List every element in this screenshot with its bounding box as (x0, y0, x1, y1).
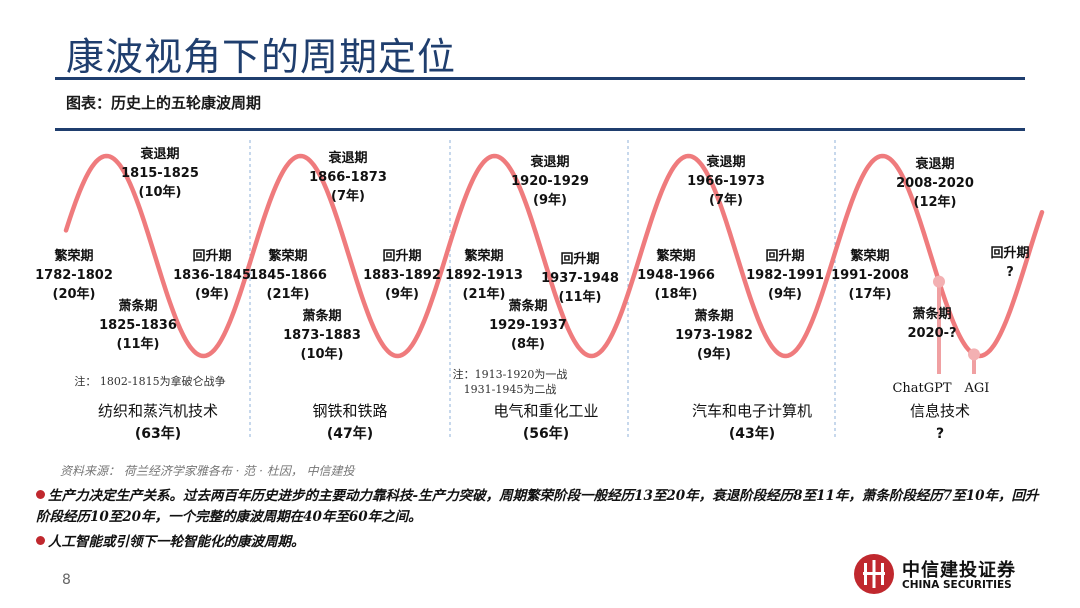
historical-note-1: 注： 1802-1815为拿破仑战争 (74, 374, 225, 388)
recovery-years-1: 1836-1845 (173, 268, 251, 283)
recovery-duration-3: (11年) (559, 289, 602, 305)
recovery-duration-4: (9年) (768, 286, 802, 302)
recovery-label-1: 回升期 (192, 248, 231, 264)
cycle-length-3: (56年) (523, 425, 569, 442)
marker-dot (933, 275, 945, 288)
recession-years-1: 1815-1825 (121, 166, 199, 181)
cycle-length-5: ? (936, 426, 944, 442)
recession-duration-4: (7年) (709, 192, 743, 208)
recession-label-3: 衰退期 (529, 154, 569, 170)
technology-label-2: 钢铁和铁路 (312, 402, 387, 420)
figure-caption: 图表：历史上的五轮康波周期 (66, 94, 262, 112)
recession-years-2: 1866-1873 (309, 170, 387, 185)
depression-label-4: 萧条期 (694, 308, 733, 324)
recession-years-4: 1966-1973 (687, 174, 765, 189)
recession-label-5: 衰退期 (914, 156, 954, 172)
marker-dot (968, 348, 980, 361)
recession-label-2: 衰退期 (327, 150, 367, 166)
depression-label-1: 萧条期 (118, 298, 157, 314)
bullet-text-2: 人工智能或引领下一轮智能化的康波周期。 (48, 534, 305, 550)
technology-label-1: 纺织和蒸汽机技术 (98, 402, 218, 420)
cycle-length-1: (63年) (135, 425, 181, 442)
recovery-label-5: 回升期 (990, 245, 1029, 261)
company-logo: 中信建投证券 CHINA SECURITIES (852, 552, 1042, 598)
recession-label-4: 衰退期 (705, 154, 745, 170)
logo-emblem-icon (854, 554, 894, 594)
prosperity-duration-4: (18年) (655, 286, 698, 302)
depression-years-5: 2020-? (907, 326, 956, 341)
recovery-duration-2: (9年) (385, 286, 419, 302)
recovery-duration-1: (9年) (195, 286, 229, 302)
recession-years-3: 1920-1929 (511, 174, 589, 189)
prosperity-duration-1: (20年) (53, 286, 96, 302)
historical-note-3: 注：1913-1920为一战 (453, 367, 568, 381)
prosperity-years-2: 1845-1866 (249, 268, 327, 283)
cycle-length-4: (43年) (729, 425, 775, 442)
depression-duration-4: (9年) (697, 346, 731, 362)
logo-english: CHINA SECURITIES (902, 579, 1012, 591)
kondratiev-wave-diagram: 繁荣期 1782-1802 (20年) 衰退期 1815-1825 (10年) 萧条期 182… (35, 140, 1045, 442)
recovery-years-4: 1982-1991 (746, 268, 824, 283)
prosperity-label-3: 繁荣期 (464, 248, 503, 264)
technology-label-3: 电气和重化工业 (493, 402, 598, 420)
historical-note-3: 1931-1945为二战 (464, 383, 557, 396)
prosperity-label-1: 繁荣期 (54, 248, 93, 264)
bullet-point-2: 人工智能或引领下一轮智能化的康波周期。 (36, 532, 305, 553)
recession-duration-2: (7年) (331, 188, 365, 204)
prosperity-label-5: 繁荣期 (850, 248, 889, 264)
bullet-dot (36, 490, 45, 499)
cycle-length-2: (47年) (327, 425, 373, 442)
title-rule (55, 77, 1025, 80)
recovery-label-2: 回升期 (382, 248, 421, 264)
recession-label-1: 衰退期 (139, 146, 179, 162)
prosperity-label-2: 繁荣期 (268, 248, 307, 264)
recovery-label-4: 回升期 (765, 248, 804, 264)
depression-label-5: 萧条期 (912, 306, 951, 322)
marker-label-chatgpt: ChatGPT (892, 381, 951, 396)
prosperity-duration-5: (17年) (849, 286, 892, 302)
bullet-text-1: 生产力决定生产关系。过去两百年历史进步的主要动力靠科技-生产力突破，周期繁荣阶段… (36, 488, 1039, 525)
recovery-years-3: 1937-1948 (541, 271, 619, 286)
depression-years-1: 1825-1836 (99, 318, 177, 333)
source-note: 资料来源： 荷兰经济学家雅各布 · 范 · 杜因， 中信建投 (60, 464, 355, 478)
depression-years-4: 1973-1982 (675, 328, 753, 343)
prosperity-label-4: 繁荣期 (656, 248, 695, 264)
depression-duration-1: (11年) (117, 336, 160, 352)
recovery-years-5: ? (1006, 265, 1014, 280)
recovery-years-2: 1883-1892 (363, 268, 441, 283)
marker-label-agi: AGI (964, 381, 990, 396)
prosperity-years-5: 1991-2008 (831, 268, 909, 283)
recovery-label-3: 回升期 (560, 251, 599, 267)
caption-rule (55, 128, 1025, 131)
prosperity-duration-2: (21年) (267, 286, 310, 302)
logo-name: 中信建投证券 (902, 560, 1016, 581)
page-title: 康波视角下的周期定位 (66, 35, 457, 79)
wave-curve (63, 153, 1045, 359)
bullet-dot (36, 536, 45, 545)
bullet-point-1: 生产力决定生产关系。过去两百年历史进步的主要动力靠科技-生产力突破，周期繁荣阶段… (36, 486, 1051, 528)
recession-duration-5: (12年) (914, 194, 957, 210)
recession-duration-1: (10年) (139, 184, 182, 200)
depression-years-3: 1929-1937 (489, 318, 567, 333)
prosperity-years-1: 1782-1802 (35, 268, 113, 283)
recession-years-5: 2008-2020 (896, 176, 974, 191)
prosperity-duration-3: (21年) (463, 286, 506, 302)
depression-duration-2: (10年) (301, 346, 344, 362)
recession-duration-3: (9年) (533, 192, 567, 208)
technology-label-5: 信息技术 (910, 402, 970, 420)
prosperity-years-3: 1892-1913 (445, 268, 523, 283)
depression-label-2: 萧条期 (302, 308, 341, 324)
technology-label-4: 汽车和电子计算机 (692, 402, 812, 420)
prosperity-years-4: 1948-1966 (637, 268, 715, 283)
page-number: 8 (62, 572, 71, 588)
depression-years-2: 1873-1883 (283, 328, 361, 343)
depression-label-3: 萧条期 (508, 298, 547, 314)
depression-duration-3: (8年) (511, 336, 545, 352)
